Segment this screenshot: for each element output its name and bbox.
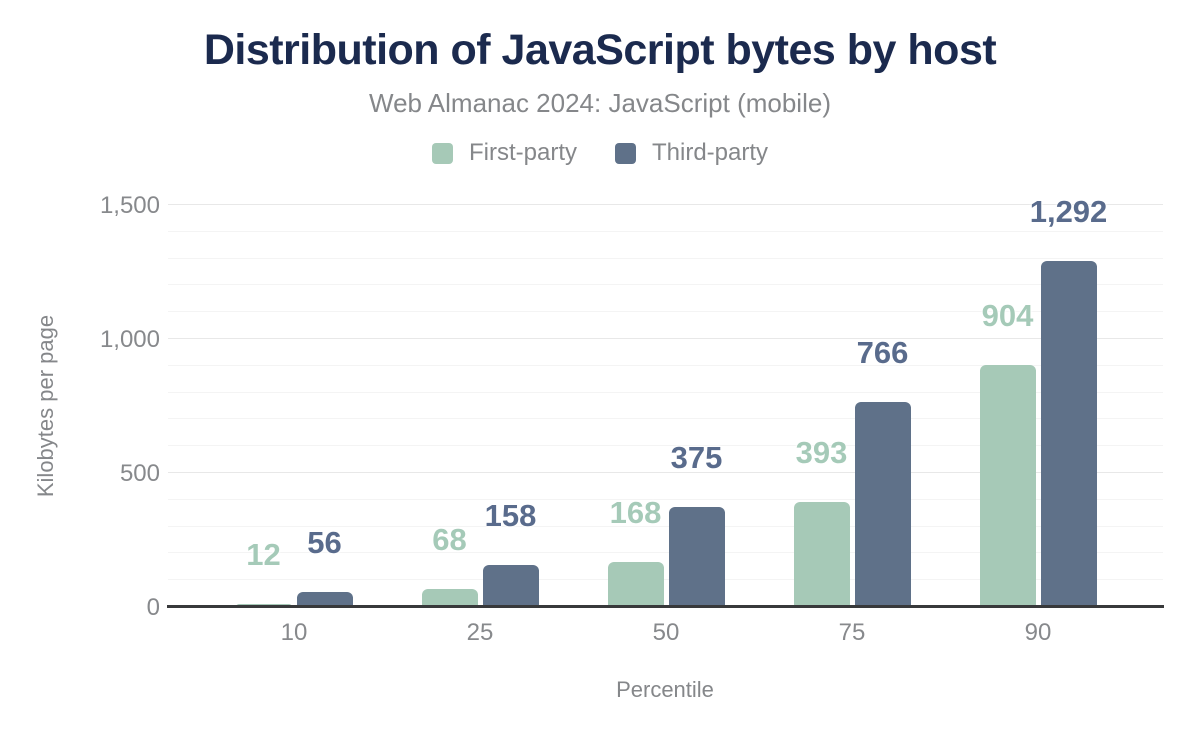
bar-third-party-p90[interactable] [1040,260,1097,607]
chart-subtitle: Web Almanac 2024: JavaScript (mobile) [369,88,831,118]
bar-first-party-p50[interactable] [607,561,664,607]
x-axis-title: Percentile [616,677,714,702]
gridline-major-500 [168,472,1163,473]
bar-label-first-party-p25: 68 [432,521,467,557]
bar-third-party-p50[interactable] [668,506,725,607]
gridline-minor-600 [168,445,1163,447]
gridline-major-1000 [168,338,1163,339]
gridline-minor-1200 [168,284,1163,286]
first-party-swatch-icon [431,142,453,164]
third-party-swatch-icon [614,142,636,164]
gridline-minor-100 [168,579,1163,581]
x-axis-line [167,605,1164,608]
bar-label-third-party-p10: 56 [307,525,342,560]
bar-label-third-party-p90: 1,292 [1029,193,1108,229]
plot-area: 12 56 68 158 168 375 393 766 904 1,292 [168,196,1163,607]
gridline-minor-300 [168,525,1163,527]
bar-first-party-p25[interactable] [421,588,478,607]
bar-label-first-party-p90: 904 [981,297,1034,333]
gridline-major-1500 [168,204,1163,205]
bar-label-third-party-p25: 158 [484,497,537,533]
gridline-minor-900 [168,364,1163,366]
y-axis-title: Kilobytes per page [33,314,58,498]
bar-label-third-party-p50: 375 [670,439,723,475]
gridline-minor-800 [168,391,1163,393]
bar-label-first-party-p75: 393 [795,434,848,470]
legend: First-party Third-party [0,141,1200,165]
gridline-minor-1300 [168,257,1163,259]
bar-third-party-p25[interactable] [482,564,539,607]
bar-third-party-p10[interactable] [296,592,353,607]
x-tick-10: 10 [280,619,308,646]
bar-third-party-p75[interactable] [854,401,911,607]
x-tick-90: 90 [1024,619,1052,646]
gridline-minor-200 [168,552,1163,554]
y-tick-1500: 1,500 [99,192,160,219]
legend-label-third-party: Third-party [651,139,769,166]
gridline-minor-1100 [168,311,1163,313]
x-tick-50: 50 [652,619,680,646]
x-tick-75: 75 [838,619,866,646]
bar-label-third-party-p75: 766 [856,334,909,370]
bar-first-party-p75[interactable] [793,501,850,607]
bar-label-first-party-p50: 168 [609,494,662,530]
bar-first-party-p90[interactable] [979,364,1036,607]
gridline-minor-1400 [168,230,1163,232]
y-tick-500: 500 [119,460,160,487]
legend-item-first-party[interactable]: First-party [431,139,577,166]
gridline-minor-400 [168,498,1163,500]
gridline-minor-700 [168,418,1163,420]
chart-title: Distribution of JavaScript bytes by host [203,26,997,74]
bar-label-first-party-p10: 12 [246,536,281,572]
y-tick-0: 0 [146,594,160,621]
legend-item-third-party[interactable]: Third-party [614,139,769,166]
x-tick-25: 25 [466,619,494,646]
y-tick-1000: 1,000 [99,326,160,353]
legend-label-first-party: First-party [468,139,577,166]
